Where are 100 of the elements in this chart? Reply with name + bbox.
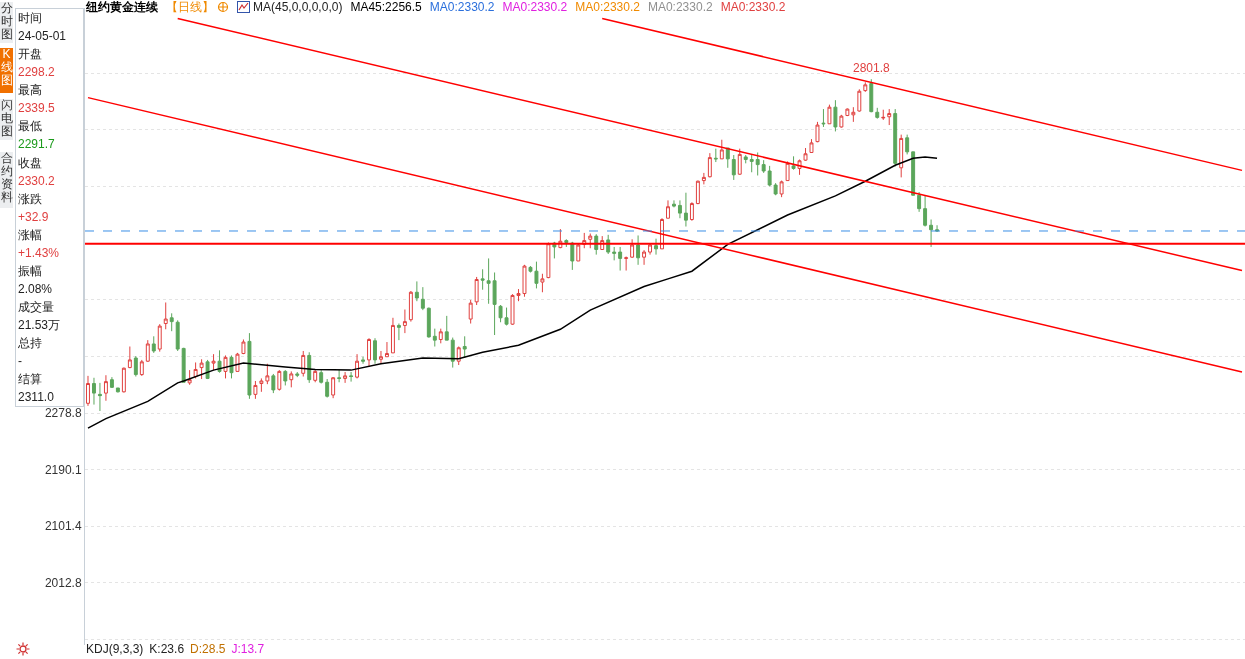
candlestick bbox=[229, 354, 234, 379]
candlestick bbox=[648, 242, 653, 256]
text: 成交量 bbox=[18, 300, 54, 315]
candlestick bbox=[899, 134, 904, 178]
candlestick bbox=[181, 347, 186, 383]
text: 24-05-01 bbox=[18, 29, 67, 44]
text: 涨跌 bbox=[18, 191, 42, 206]
candlestick bbox=[917, 191, 922, 213]
candlestick bbox=[241, 338, 246, 355]
candlestick bbox=[271, 373, 276, 394]
text: MA45:2256.5 bbox=[350, 0, 422, 14]
candlestick bbox=[923, 194, 928, 228]
candlestick bbox=[570, 241, 575, 271]
candlestick bbox=[379, 350, 383, 365]
text: 2330.2 bbox=[18, 173, 55, 188]
candlestick bbox=[337, 368, 342, 383]
y-tick-label: 2190.1 bbox=[44, 462, 82, 477]
annotation: MA0:2330.2 bbox=[429, 0, 495, 14]
candlestick bbox=[821, 108, 826, 128]
candlestick bbox=[217, 349, 222, 374]
candlestick bbox=[701, 172, 706, 185]
candlestick bbox=[420, 286, 425, 311]
text: 2291.7 bbox=[18, 137, 55, 152]
candlestick bbox=[169, 312, 174, 332]
candlestick bbox=[887, 108, 892, 126]
candlestick bbox=[677, 199, 682, 219]
candlestick bbox=[211, 353, 216, 371]
text: 开盘 bbox=[18, 47, 42, 62]
candlestick bbox=[642, 249, 647, 266]
candlestick bbox=[725, 147, 730, 169]
candlestick bbox=[749, 154, 754, 173]
candlestick bbox=[103, 374, 108, 402]
candlestick bbox=[857, 88, 862, 113]
candlestick bbox=[253, 380, 258, 400]
candlestick bbox=[779, 180, 784, 198]
text: 分时图 bbox=[0, 1, 13, 43]
annotation: MA0:2330.2 bbox=[575, 0, 640, 14]
candlestick bbox=[163, 301, 168, 330]
annotation: MA0:2330.2 bbox=[720, 0, 786, 14]
candlestick bbox=[289, 370, 294, 388]
candlestick bbox=[92, 377, 96, 406]
candlestick bbox=[151, 335, 156, 354]
candlestick bbox=[761, 159, 766, 174]
candlestick bbox=[331, 376, 336, 399]
text: +32.9 bbox=[18, 209, 49, 224]
chart-title: 纽约黄金连续 bbox=[86, 0, 158, 16]
candlestick bbox=[456, 346, 461, 366]
candlestick bbox=[869, 78, 874, 113]
candlestick bbox=[121, 367, 126, 393]
y-tick-label: 2278.8 bbox=[44, 406, 82, 421]
candlestick bbox=[355, 353, 360, 379]
annotation: D:28.5 bbox=[190, 642, 226, 656]
candlestick bbox=[636, 234, 641, 266]
candlestick bbox=[683, 192, 688, 228]
candlestick bbox=[654, 238, 658, 256]
candlestick bbox=[672, 199, 676, 208]
annotation: K:23.6 bbox=[149, 642, 185, 656]
candlestick bbox=[86, 375, 90, 407]
candlestick bbox=[851, 106, 856, 123]
candlestick bbox=[205, 359, 210, 380]
candlestick bbox=[157, 323, 162, 353]
text: K线图 bbox=[0, 47, 13, 93]
text: 振幅 bbox=[18, 263, 42, 278]
candlestick bbox=[666, 199, 670, 219]
candlestick bbox=[809, 138, 814, 153]
candlestick bbox=[432, 328, 437, 348]
candlestick bbox=[881, 109, 886, 121]
candlestick bbox=[713, 148, 718, 163]
candlestick bbox=[695, 180, 700, 205]
candlestick bbox=[247, 332, 252, 400]
candlestick bbox=[145, 339, 150, 363]
candlestick bbox=[588, 233, 593, 249]
candlestick bbox=[785, 160, 790, 182]
candlestick bbox=[319, 369, 324, 385]
candlestick bbox=[361, 356, 366, 365]
candlestick bbox=[295, 371, 300, 378]
candlestick bbox=[755, 151, 760, 176]
candlestick bbox=[474, 276, 479, 306]
candlestick bbox=[390, 317, 395, 354]
candlestick bbox=[468, 299, 473, 325]
text: 总持 bbox=[18, 336, 42, 351]
candlestick bbox=[905, 134, 910, 155]
text: 收盘 bbox=[18, 155, 42, 170]
candlestick bbox=[97, 382, 102, 412]
candlestick bbox=[115, 387, 120, 393]
candlestick bbox=[187, 369, 192, 386]
candlestick bbox=[373, 337, 377, 365]
text: 2339.5 bbox=[18, 101, 55, 116]
candlestick bbox=[235, 352, 240, 372]
annotation: 【日线】 bbox=[166, 0, 214, 16]
candlestick bbox=[540, 273, 545, 293]
text: 最低 bbox=[18, 119, 42, 134]
y-tick-label: 2101.4 bbox=[44, 519, 82, 534]
text: 最高 bbox=[18, 83, 42, 98]
candlestick bbox=[277, 369, 282, 392]
candlestick bbox=[349, 371, 354, 383]
candlestick bbox=[133, 355, 138, 377]
candlestick bbox=[833, 99, 838, 132]
candlestick bbox=[618, 246, 623, 272]
candlestick bbox=[325, 378, 330, 399]
